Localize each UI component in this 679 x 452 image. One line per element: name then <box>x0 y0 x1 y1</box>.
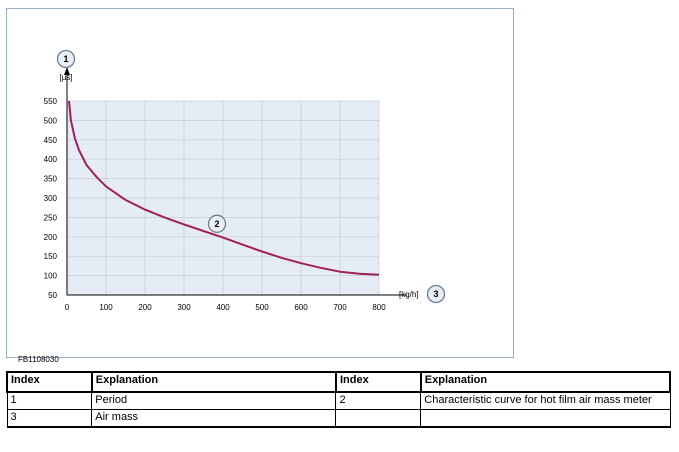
callout-1: 1 <box>56 49 76 69</box>
x-tick-label: 700 <box>333 303 347 312</box>
cell-explanation: Characteristic curve for hot film air ma… <box>420 391 671 410</box>
y-tick-label: 100 <box>44 272 58 281</box>
callout-number: 1 <box>63 54 68 64</box>
y-tick-label: 250 <box>44 213 58 222</box>
table-row: 3 Air mass <box>6 409 671 428</box>
chart-svg: 0 100 200 300 400 500 600 700 800 50 100 150 200 250 3… <box>44 49 446 312</box>
callout-3: 3 <box>426 284 446 304</box>
callout-number: 2 <box>214 219 219 229</box>
x-tick-label: 400 <box>216 303 230 312</box>
cell-index: 1 <box>6 391 93 410</box>
x-axis-label: [kg/h] <box>399 290 419 299</box>
chart-figure: 0 100 200 300 400 500 600 700 800 50 100 150 200 250 3… <box>6 8 514 364</box>
header-explanation-2: Explanation <box>419 371 672 393</box>
legend-table: Index Explanation Index Explanation 1 Pe… <box>6 371 672 428</box>
cell-explanation <box>420 409 671 428</box>
series-layer <box>68 100 380 276</box>
callout-circle <box>207 214 227 233</box>
cell-explanation: Period <box>91 391 337 410</box>
series-line <box>68 100 380 276</box>
figure-id: FB1108030 <box>18 355 59 364</box>
header-index-2: Index <box>334 371 422 393</box>
header-index-1: Index <box>6 371 93 393</box>
callout-circle <box>56 49 76 69</box>
y-tick-label: 300 <box>44 194 58 203</box>
legend-header-row: Index Explanation Index Explanation <box>6 371 672 393</box>
y-tick-label: 400 <box>44 155 58 164</box>
x-tick-label: 300 <box>177 303 191 312</box>
cell-index: 2 <box>335 391 422 410</box>
table-row: 1 Period 2 Characteristic curve for hot … <box>6 391 671 410</box>
callout-circle <box>426 284 446 304</box>
x-tick-label: 0 <box>65 303 70 312</box>
x-tick-label: 200 <box>138 303 152 312</box>
callout-2: 2 <box>207 214 227 233</box>
cell-explanation: Air mass <box>91 409 337 428</box>
x-tick-label: 600 <box>294 303 308 312</box>
y-tick-label: 350 <box>44 175 58 184</box>
y-axis-arrow <box>64 67 70 75</box>
y-tick-label: 200 <box>44 233 58 242</box>
y-tick-label: 550 <box>44 97 58 106</box>
y-tick-label: 150 <box>44 252 58 261</box>
y-axis-label: [µs] <box>59 73 72 82</box>
callouts: 1 2 3 <box>56 49 446 304</box>
cell-index <box>335 409 422 428</box>
x-tick-label: 800 <box>372 303 386 312</box>
y-tick-label: 50 <box>48 291 57 300</box>
x-tick-label: 500 <box>255 303 269 312</box>
y-tick-label: 450 <box>44 136 58 145</box>
header-explanation-1: Explanation <box>90 371 337 393</box>
axes <box>64 67 407 296</box>
y-tick-label: 500 <box>44 116 58 125</box>
callout-number: 3 <box>433 289 438 299</box>
x-tick-label: 100 <box>99 303 113 312</box>
tick-labels: 0 100 200 300 400 500 600 700 800 50 100 150 200 250 3… <box>44 73 419 312</box>
cell-index: 3 <box>6 409 93 428</box>
